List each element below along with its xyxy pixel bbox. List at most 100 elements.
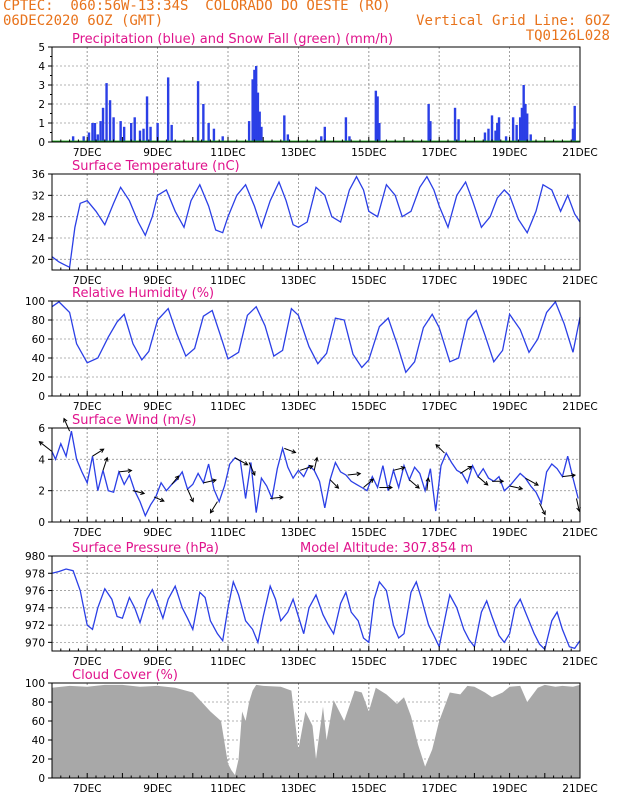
wind-vector-head <box>571 473 577 478</box>
x-tick-label: 21DEC <box>562 656 597 668</box>
wind-vector-head <box>189 497 194 503</box>
precip-bar <box>207 123 210 142</box>
precip-bar <box>221 136 224 142</box>
precip-bar <box>520 107 524 142</box>
y-tick-label: 1 <box>38 118 45 130</box>
y-tick-label: 970 <box>25 637 45 649</box>
y-tick-label: 4 <box>38 61 45 73</box>
header-date: 06DEC2020 6OZ (GMT) <box>3 13 164 29</box>
wind-vector <box>39 441 53 452</box>
wind-vector-head <box>174 475 180 481</box>
precip-bar <box>82 136 85 142</box>
wind-vector-head <box>400 466 406 471</box>
wind-vector-head <box>499 478 505 484</box>
precip-bar <box>429 121 432 142</box>
wind-vector <box>300 465 313 471</box>
x-tick-label: 15DEC <box>351 527 386 539</box>
precip-bar <box>71 136 75 142</box>
x-tick-label: 11DEC <box>210 783 245 795</box>
precip-bar <box>145 96 149 142</box>
precip-bar <box>323 126 326 142</box>
x-tick-label: 7DEC <box>73 401 102 413</box>
x-tick-label: 15DEC <box>351 147 386 159</box>
wind-vector <box>460 466 472 474</box>
precip-bar <box>483 132 487 142</box>
y-tick-label: 40 <box>32 353 45 365</box>
wind-vector <box>203 479 217 484</box>
precip-bar <box>251 79 254 142</box>
wind-vector-head <box>99 448 105 453</box>
wind-vector-head <box>291 449 297 454</box>
temp-series-line <box>51 175 581 269</box>
y-tick-label: 4 <box>38 454 45 466</box>
x-tick-label: 19DEC <box>492 527 527 539</box>
x-tick-label: 17DEC <box>421 401 456 413</box>
precip-bar <box>518 117 522 142</box>
precip-bar <box>93 123 97 142</box>
x-tick-label: 21DEC <box>562 401 597 413</box>
precip-bar <box>320 136 323 142</box>
x-tick-label: 17DEC <box>421 527 456 539</box>
x-tick-label: 9DEC <box>143 527 172 539</box>
wind-vector <box>187 488 194 502</box>
panel-cloud: 0 20 40 60 80 100 7DEC 9DEC 11DEC 13DEC 15DEC 17DEC… <box>25 668 598 795</box>
wind-vector-head <box>369 478 375 484</box>
wind-vector <box>270 496 283 499</box>
x-tick-label: 19DEC <box>492 275 527 287</box>
wind-vector <box>509 485 523 490</box>
y-tick-label: 972 <box>25 620 45 632</box>
x-tick-label: 11DEC <box>210 527 245 539</box>
x-tick-label: 21DEC <box>562 147 597 159</box>
x-tick-label: 21DEC <box>562 783 597 795</box>
precip-bar <box>376 96 379 142</box>
wind-vector <box>393 467 405 471</box>
wind-vector-head <box>415 484 420 489</box>
x-tick-label: 11DEC <box>210 147 245 159</box>
precip-bar <box>344 117 348 142</box>
wind-vector <box>234 457 248 466</box>
y-tick-label: 36 <box>32 169 46 181</box>
precip-bar <box>496 123 499 142</box>
precip-bar <box>87 132 91 142</box>
x-tick-label: 19DEC <box>492 401 527 413</box>
precip-bar <box>99 121 102 142</box>
x-tick-label: 11DEC <box>210 401 245 413</box>
x-tick-label: 7DEC <box>73 656 102 668</box>
x-tick-label: 13DEC <box>281 656 316 668</box>
wind-vector <box>477 476 489 486</box>
precip-bar <box>96 134 99 142</box>
x-tick-label: 19DEC <box>492 147 527 159</box>
x-tick-label: 13DEC <box>281 147 316 159</box>
y-tick-label: 80 <box>32 697 45 709</box>
wind-vector-head <box>211 478 217 484</box>
precip-bar <box>196 81 200 142</box>
wind-vector-head <box>209 508 215 514</box>
wind-vector <box>347 473 361 476</box>
wind-vector <box>92 448 104 457</box>
wind-vector <box>363 478 374 488</box>
y-tick-label: 20 <box>32 254 45 266</box>
x-tick-label: 15DEC <box>351 656 386 668</box>
y-tick-label: 2 <box>38 486 45 498</box>
precip-bar <box>133 117 136 142</box>
rh-series-line <box>51 300 581 374</box>
wind-vector-head <box>435 443 441 449</box>
wind-vector <box>153 496 165 502</box>
wind-vector <box>313 457 318 471</box>
wind-vector <box>426 478 429 491</box>
x-tick-label: 9DEC <box>143 783 172 795</box>
x-tick-label: 9DEC <box>143 275 172 287</box>
precip-bar <box>105 83 108 142</box>
precip-bar <box>253 69 256 142</box>
precip-bar <box>524 104 527 142</box>
model-altitude-note: Model Altitude: 307.854 m <box>300 541 473 556</box>
header-grid-note: Vertical Grid Line: 6OZ <box>416 13 610 29</box>
precip-bar <box>283 115 286 142</box>
x-tick-label: 15DEC <box>351 275 386 287</box>
wind-vector-head <box>483 481 489 486</box>
precip-bar <box>504 136 508 142</box>
x-tick-label: 7DEC <box>73 527 102 539</box>
wind-vector-head <box>243 461 249 466</box>
x-tick-label: 21DEC <box>562 527 597 539</box>
wind-vector <box>329 479 339 489</box>
